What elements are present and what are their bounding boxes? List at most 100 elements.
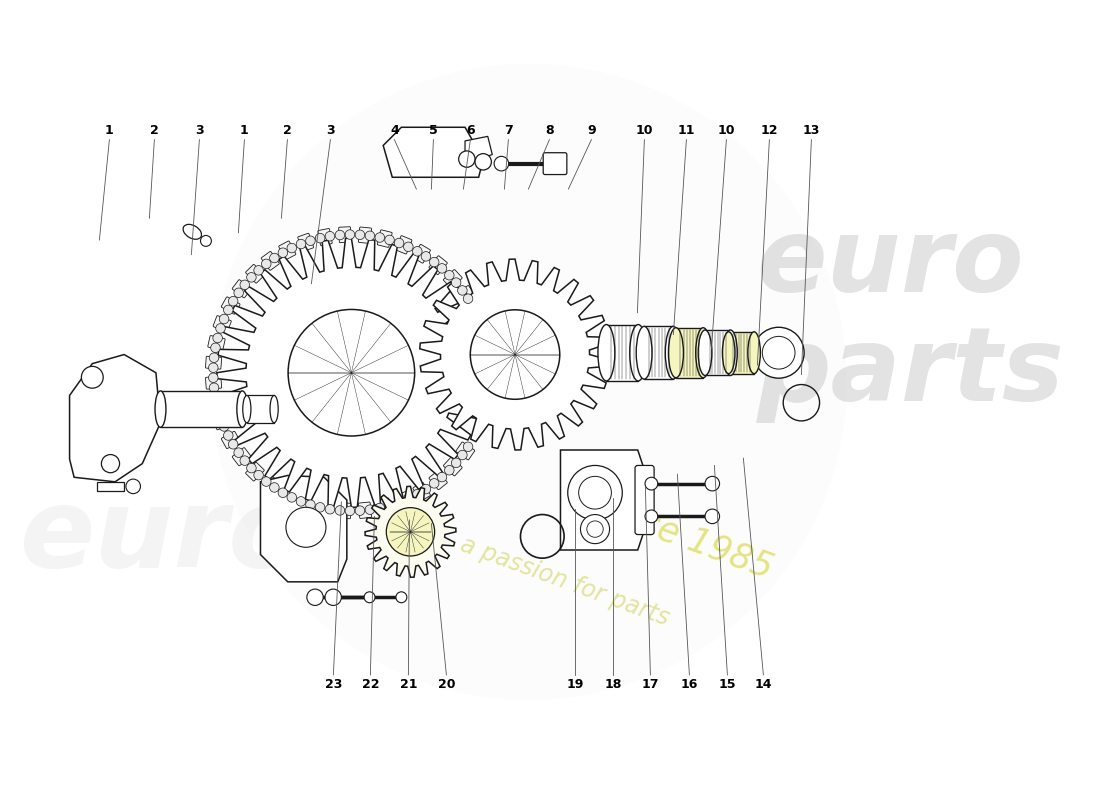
Circle shape [579, 476, 612, 509]
Circle shape [345, 230, 354, 239]
Ellipse shape [669, 328, 683, 378]
Circle shape [421, 252, 431, 261]
Text: euro: euro [756, 213, 1024, 314]
Circle shape [396, 592, 407, 602]
FancyBboxPatch shape [396, 491, 411, 510]
FancyBboxPatch shape [221, 431, 240, 449]
FancyBboxPatch shape [429, 256, 448, 274]
FancyBboxPatch shape [318, 229, 332, 246]
Circle shape [471, 310, 560, 399]
Circle shape [270, 254, 279, 262]
FancyBboxPatch shape [298, 494, 314, 512]
Ellipse shape [698, 330, 712, 375]
Circle shape [345, 506, 354, 516]
Circle shape [101, 454, 120, 473]
Ellipse shape [598, 325, 615, 381]
Circle shape [213, 402, 222, 412]
FancyBboxPatch shape [232, 280, 251, 298]
FancyBboxPatch shape [339, 503, 351, 518]
Text: 15: 15 [718, 678, 736, 691]
FancyBboxPatch shape [377, 230, 392, 247]
Circle shape [316, 234, 324, 243]
Circle shape [463, 294, 473, 303]
Text: 20: 20 [438, 678, 455, 691]
Circle shape [262, 259, 271, 269]
Circle shape [568, 466, 623, 520]
Circle shape [326, 505, 334, 514]
Circle shape [475, 154, 492, 170]
FancyBboxPatch shape [246, 395, 274, 422]
Circle shape [254, 266, 263, 275]
Circle shape [394, 238, 404, 248]
FancyBboxPatch shape [261, 475, 279, 494]
Circle shape [306, 236, 316, 246]
Circle shape [213, 334, 222, 342]
Circle shape [458, 286, 468, 295]
FancyBboxPatch shape [429, 471, 448, 490]
FancyBboxPatch shape [359, 502, 372, 518]
Ellipse shape [723, 332, 735, 374]
Circle shape [365, 231, 375, 241]
Circle shape [246, 273, 256, 282]
Circle shape [459, 151, 475, 167]
Text: 3: 3 [326, 124, 334, 137]
Circle shape [645, 510, 658, 522]
Circle shape [287, 493, 297, 502]
FancyBboxPatch shape [412, 482, 430, 501]
Polygon shape [420, 259, 610, 450]
Text: 17: 17 [641, 678, 659, 691]
Text: 3: 3 [195, 124, 204, 137]
FancyBboxPatch shape [208, 335, 226, 350]
Text: euro: euro [20, 483, 305, 590]
Text: since 1985: since 1985 [588, 488, 778, 585]
Circle shape [336, 506, 344, 515]
FancyBboxPatch shape [339, 226, 351, 242]
Circle shape [581, 514, 609, 544]
Circle shape [375, 233, 385, 242]
FancyBboxPatch shape [213, 316, 231, 332]
FancyBboxPatch shape [261, 251, 279, 270]
Circle shape [355, 230, 365, 239]
Circle shape [364, 592, 375, 602]
Text: 8: 8 [546, 124, 553, 137]
Circle shape [306, 500, 316, 510]
Circle shape [451, 458, 461, 468]
Circle shape [216, 412, 225, 422]
Circle shape [412, 246, 422, 256]
Circle shape [219, 314, 229, 324]
Circle shape [762, 336, 795, 369]
Text: 22: 22 [362, 678, 380, 691]
Circle shape [645, 478, 658, 490]
Text: 2: 2 [150, 124, 158, 137]
Circle shape [216, 324, 225, 333]
Circle shape [234, 448, 243, 458]
Circle shape [307, 589, 323, 606]
Circle shape [223, 430, 233, 440]
Circle shape [463, 442, 473, 451]
Circle shape [234, 288, 243, 298]
Circle shape [211, 393, 220, 402]
Text: 1: 1 [104, 124, 113, 137]
FancyBboxPatch shape [208, 395, 226, 410]
Text: 23: 23 [324, 678, 342, 691]
Polygon shape [365, 486, 455, 578]
Circle shape [209, 373, 218, 382]
Circle shape [229, 439, 238, 449]
Circle shape [355, 506, 365, 515]
Circle shape [336, 230, 344, 240]
Circle shape [254, 470, 263, 480]
Circle shape [223, 305, 233, 314]
Text: 12: 12 [760, 124, 778, 137]
Circle shape [365, 505, 375, 514]
Text: 6: 6 [466, 124, 475, 137]
Text: 9: 9 [587, 124, 596, 137]
FancyBboxPatch shape [728, 332, 755, 374]
Polygon shape [97, 482, 124, 491]
Text: parts: parts [756, 322, 1064, 423]
Ellipse shape [270, 395, 278, 422]
Circle shape [211, 343, 220, 353]
FancyBboxPatch shape [377, 498, 392, 515]
FancyBboxPatch shape [412, 244, 430, 263]
FancyBboxPatch shape [221, 297, 240, 314]
Circle shape [705, 509, 719, 524]
